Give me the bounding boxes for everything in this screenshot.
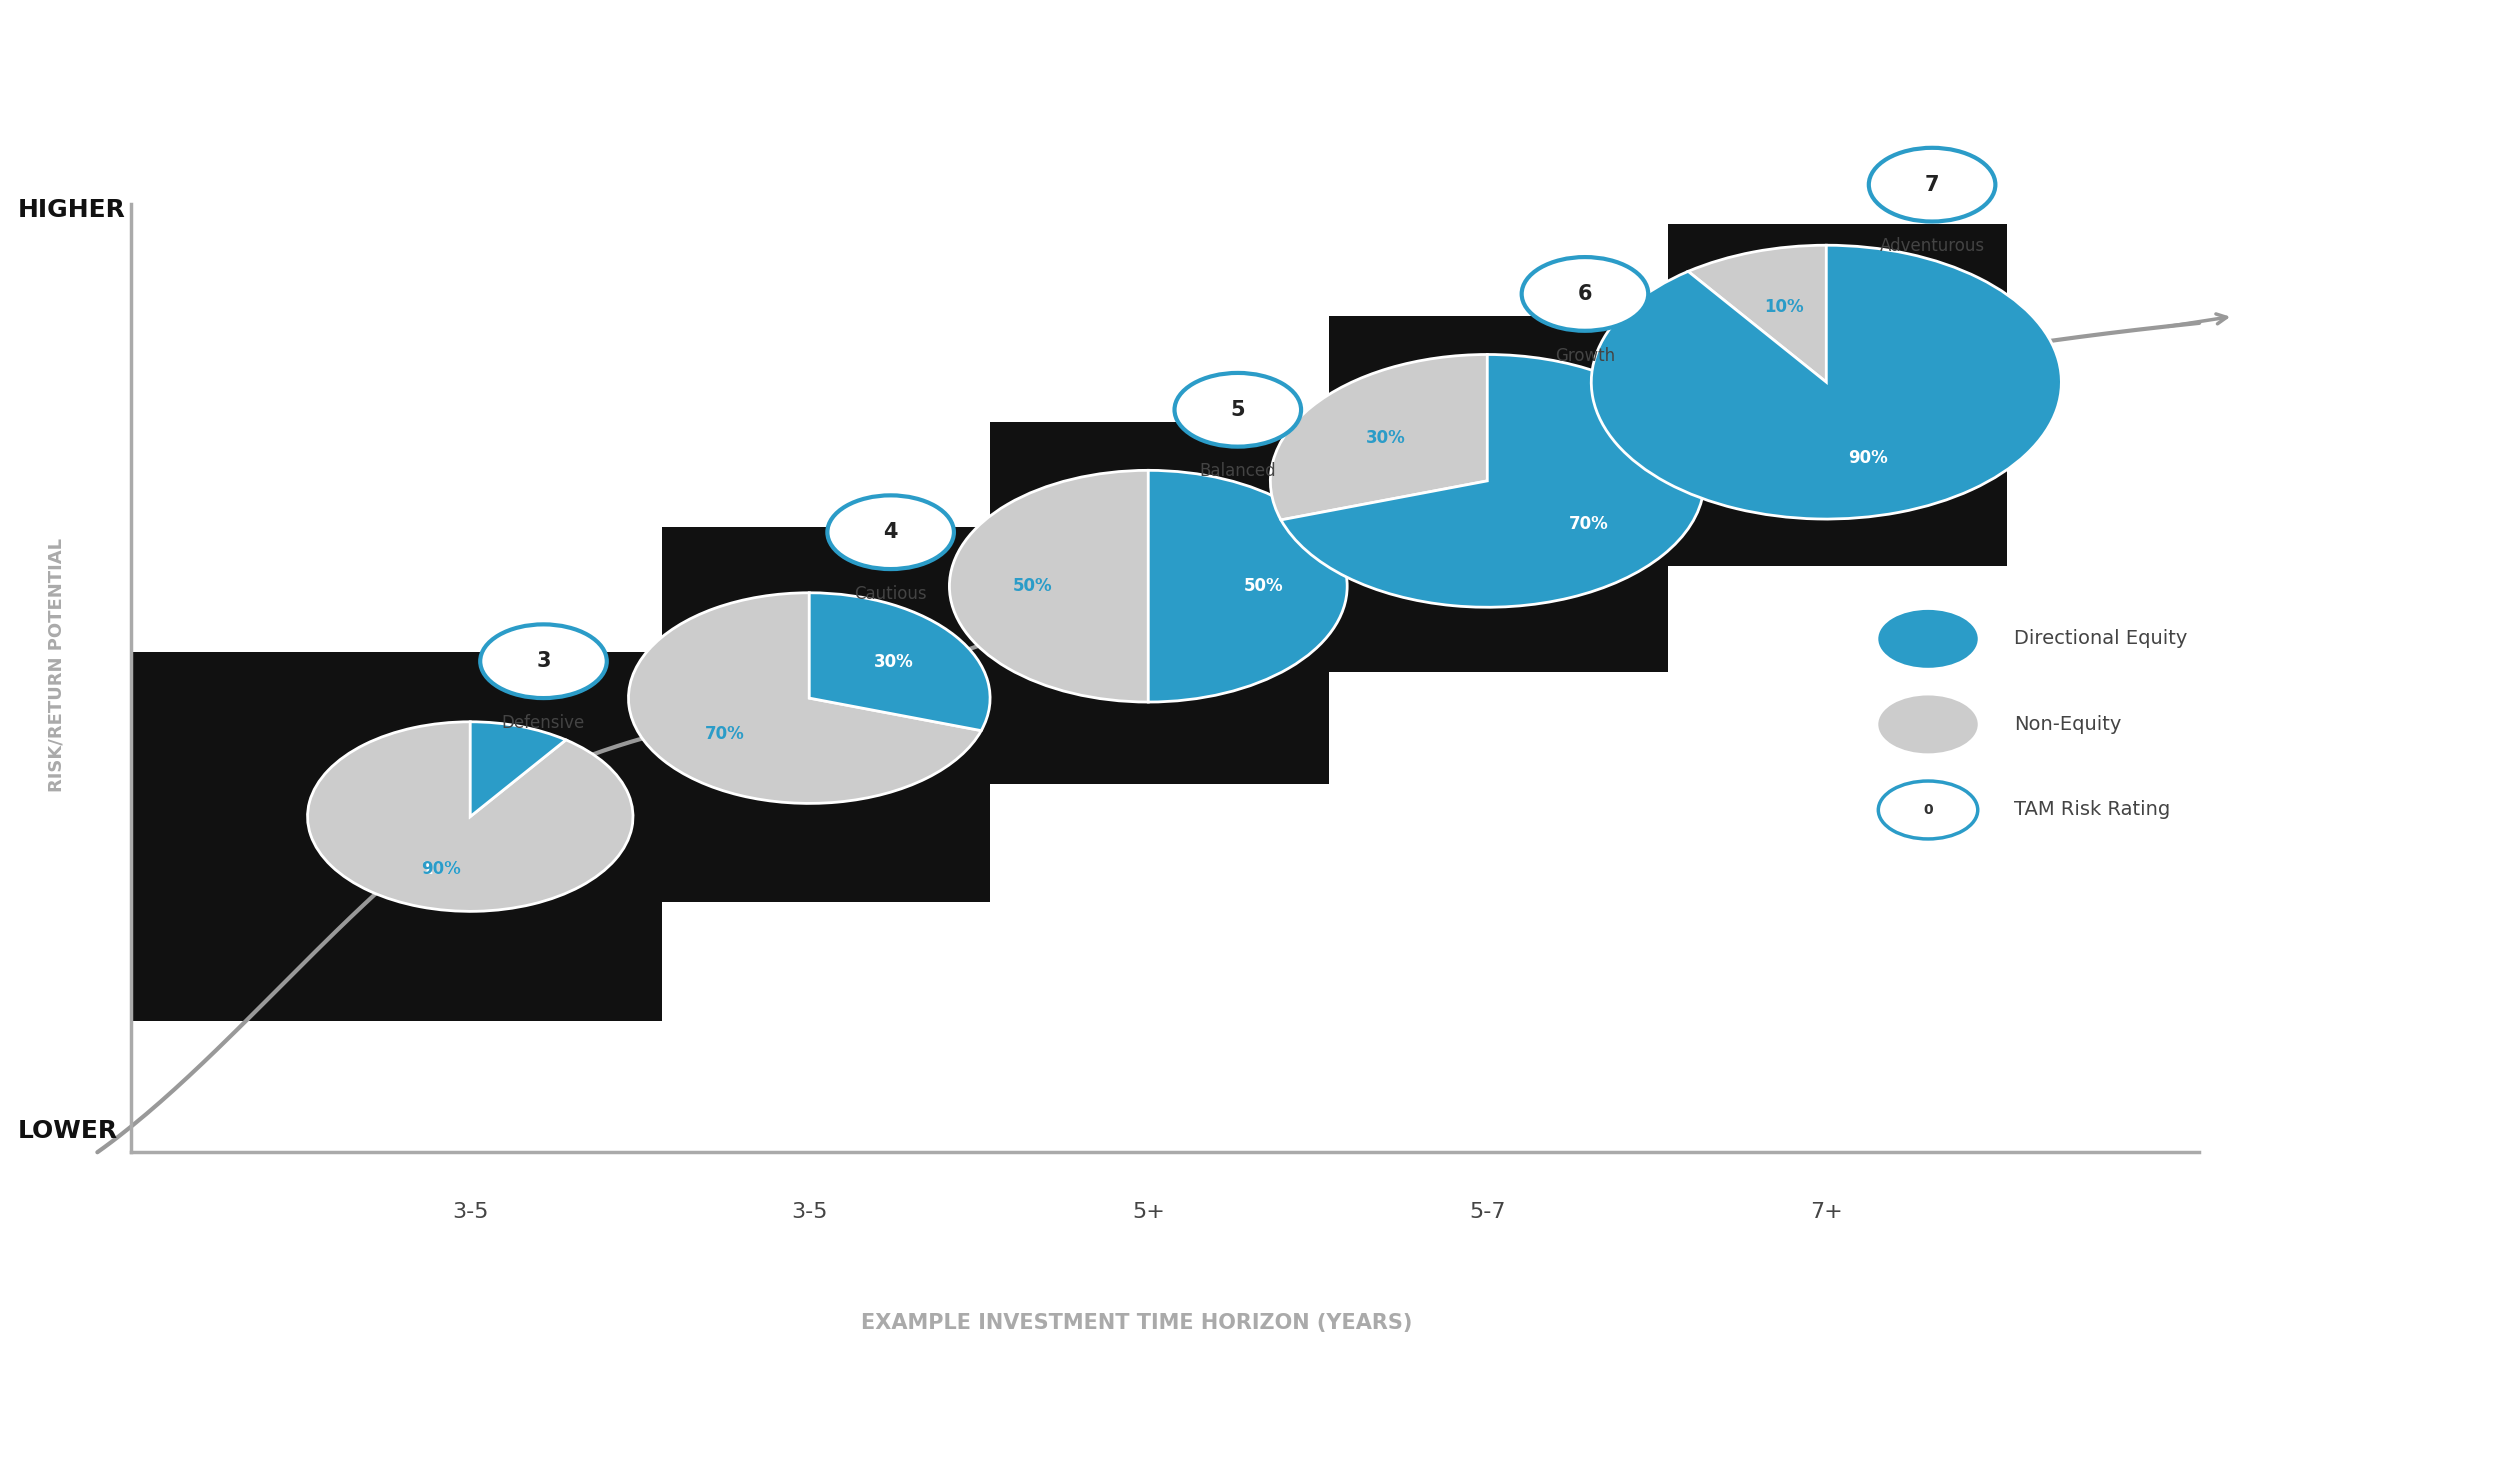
Circle shape (1878, 696, 1978, 753)
Wedge shape (1688, 246, 1827, 382)
Text: HIGHER: HIGHER (18, 197, 125, 222)
Text: 70%: 70% (705, 725, 745, 743)
Text: 7: 7 (1925, 174, 1940, 194)
Text: Cautious: Cautious (855, 585, 928, 602)
Text: Non-Equity: Non-Equity (2015, 715, 2122, 734)
Text: 4: 4 (882, 522, 898, 542)
Text: 3-5: 3-5 (452, 1202, 488, 1222)
Bar (1330, 316, 1668, 671)
Circle shape (1175, 373, 1300, 447)
Text: 3-5: 3-5 (790, 1202, 828, 1222)
Text: EXAMPLE INVESTMENT TIME HORIZON (YEARS): EXAMPLE INVESTMENT TIME HORIZON (YEARS) (862, 1313, 1412, 1333)
Text: 90%: 90% (1848, 449, 1888, 466)
Wedge shape (1148, 471, 1348, 702)
Text: 10%: 10% (422, 860, 460, 877)
Text: 7+: 7+ (1810, 1202, 1842, 1222)
Text: 5: 5 (1230, 399, 1245, 420)
Wedge shape (1280, 354, 1705, 607)
Text: Defensive: Defensive (503, 713, 585, 732)
Wedge shape (810, 592, 990, 731)
Text: Directional Equity: Directional Equity (2015, 629, 2188, 648)
Text: TAM Risk Rating: TAM Risk Rating (2015, 801, 2170, 820)
Text: 50%: 50% (1013, 577, 1052, 595)
Text: Balanced: Balanced (1200, 462, 1275, 481)
Bar (1668, 224, 2008, 566)
Text: 70%: 70% (1570, 515, 1610, 534)
Text: 30%: 30% (875, 654, 915, 671)
Text: 50%: 50% (1245, 577, 1282, 595)
Text: Adventurous: Adventurous (1880, 237, 1985, 256)
Circle shape (1870, 148, 1995, 222)
Text: 6: 6 (1578, 284, 1592, 304)
Text: 3: 3 (535, 651, 550, 671)
Circle shape (828, 496, 955, 569)
Text: LOWER: LOWER (18, 1120, 118, 1143)
Wedge shape (1592, 246, 2062, 519)
Wedge shape (470, 722, 565, 817)
Text: 5+: 5+ (1132, 1202, 1165, 1222)
Text: 90%: 90% (420, 860, 460, 877)
Wedge shape (308, 722, 632, 911)
Text: 0: 0 (1922, 803, 1932, 817)
Circle shape (1878, 610, 1978, 668)
Text: 5-7: 5-7 (1470, 1202, 1505, 1222)
Bar (990, 421, 1330, 784)
Wedge shape (950, 471, 1148, 702)
Bar (132, 652, 662, 1020)
Circle shape (1522, 257, 1648, 330)
Text: 10%: 10% (1765, 298, 1805, 316)
Wedge shape (1270, 354, 1488, 520)
Circle shape (480, 624, 608, 697)
Text: RISK/RETURN POTENTIAL: RISK/RETURN POTENTIAL (48, 538, 65, 792)
Text: Growth: Growth (1555, 346, 1615, 364)
Wedge shape (628, 592, 980, 804)
Bar (662, 526, 990, 902)
Circle shape (1878, 781, 1978, 839)
Text: 30%: 30% (1365, 428, 1405, 447)
